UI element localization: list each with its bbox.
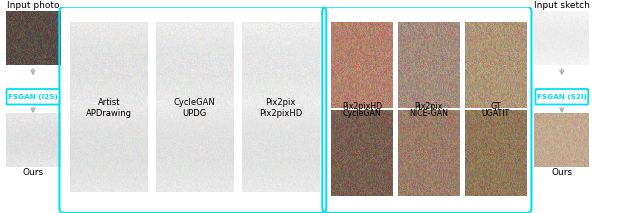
Text: Input sketch: Input sketch xyxy=(534,1,589,10)
Text: Pix2pixHD: Pix2pixHD xyxy=(259,109,302,118)
Text: CycleGAN: CycleGAN xyxy=(343,109,381,118)
Text: FSGAN (S2I): FSGAN (S2I) xyxy=(537,94,587,100)
Text: Ours: Ours xyxy=(22,168,44,177)
Text: UPDG: UPDG xyxy=(182,109,207,118)
FancyBboxPatch shape xyxy=(536,89,588,105)
Text: Input photo: Input photo xyxy=(7,1,60,10)
FancyBboxPatch shape xyxy=(6,89,60,105)
Text: UGATIT: UGATIT xyxy=(481,109,509,118)
Text: FSGAN (I2S): FSGAN (I2S) xyxy=(8,94,58,100)
Text: Pix2pixHD: Pix2pixHD xyxy=(342,102,382,111)
Text: Ours: Ours xyxy=(551,168,572,177)
Text: APDrawing: APDrawing xyxy=(86,109,132,118)
Text: Pix2pix: Pix2pix xyxy=(415,102,443,111)
Text: Artist: Artist xyxy=(98,98,120,107)
Text: CycleGAN: CycleGAN xyxy=(174,98,216,107)
Text: GT: GT xyxy=(490,102,501,111)
Text: NICE-GAN: NICE-GAN xyxy=(410,109,449,118)
Text: Pix2pix: Pix2pix xyxy=(266,98,296,107)
